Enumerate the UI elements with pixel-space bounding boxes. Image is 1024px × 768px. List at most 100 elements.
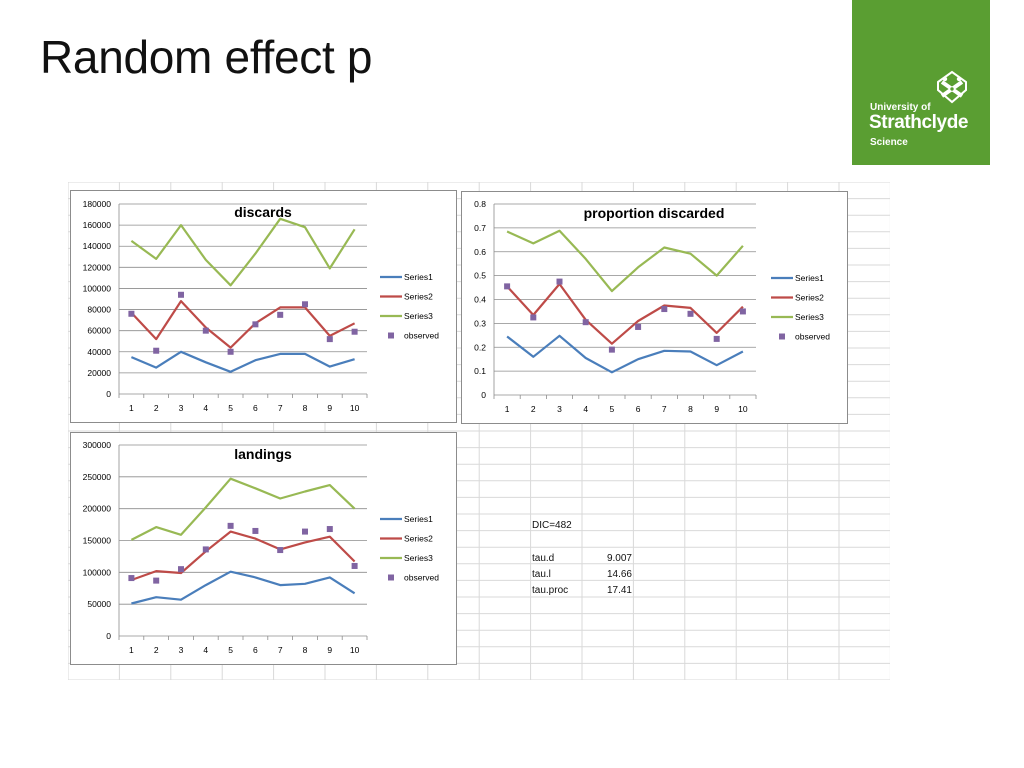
y-tick-label: 200000 (83, 504, 112, 514)
stat-value-tau-proc: 17.41 (606, 585, 632, 596)
legend-label-series2: Series2 (404, 292, 433, 302)
logo-text-strathclyde: Strathclyde (869, 112, 969, 133)
series-line-3 (506, 229, 744, 293)
observed-point (202, 546, 209, 553)
chart-discards-svg: 0 20000 40000 60000 80000 100000 120000 140000 1… (83, 199, 440, 413)
y-tick-label: 0.5 (474, 271, 486, 281)
x-tick-label: 2 (531, 404, 536, 414)
observed-point (277, 311, 284, 318)
x-tick-label: 4 (583, 404, 588, 414)
observed-point (252, 527, 259, 534)
stat-label-tau-l: tau.l (532, 569, 551, 580)
series-line-2 (131, 530, 356, 582)
observed-point (128, 310, 135, 317)
y-tick-label: 140000 (83, 241, 112, 251)
x-tick-label: 8 (303, 645, 308, 655)
observed-point (302, 528, 308, 535)
legend-label-series3: Series3 (404, 311, 433, 321)
chart-landings-svg: 0 50000 100000 150000 200000 250000 300000 1 2 3 4… (83, 440, 440, 655)
observed-point (556, 278, 563, 285)
legend-swatch-observed (388, 574, 394, 581)
legend-label-observed: observed (404, 331, 439, 341)
series-line-1 (506, 334, 744, 374)
observed-point (530, 314, 537, 321)
observed-point (582, 319, 589, 326)
legend-label-series1: Series1 (795, 273, 824, 283)
y-tick-label: 180000 (83, 199, 112, 209)
observed-point (351, 328, 358, 335)
x-tick-label: 8 (688, 404, 693, 414)
y-tick-label: 300000 (83, 440, 112, 450)
legend-swatch-observed (779, 333, 785, 340)
observed-point (608, 346, 615, 353)
y-tick-label: 150000 (83, 536, 112, 546)
chart-proportion-discarded: 0 0.1 0.2 0.3 0.4 0.5 0.6 0.7 0.8 1 2 3 4 5 6 7 8 9 10 prop… (461, 191, 848, 424)
observed-point (713, 335, 720, 342)
legend-label-series3: Series3 (404, 553, 433, 563)
observed-point (687, 310, 694, 317)
legend-label-observed: observed (404, 573, 439, 583)
observed-point (178, 291, 184, 298)
x-tick-label: 1 (129, 645, 134, 655)
chart-proportion-svg: 0 0.1 0.2 0.3 0.4 0.5 0.6 0.7 0.8 1 2 3 4 5 6 7 8 9 10 prop… (474, 199, 830, 414)
observed-point (153, 577, 160, 584)
x-tick-label: 10 (738, 404, 748, 414)
university-logo: University of Strathclyde Science (852, 0, 990, 165)
y-tick-label: 100000 (83, 567, 112, 577)
x-tick-label: 3 (557, 404, 562, 414)
crest-icon (937, 70, 967, 104)
observed-point (153, 347, 160, 354)
observed-point (635, 323, 642, 330)
logo-text-science: Science (870, 137, 908, 148)
x-tick-label: 5 (228, 403, 233, 413)
y-tick-label: 0.7 (474, 223, 486, 233)
x-tick-label: 7 (662, 404, 667, 414)
x-tick-label: 2 (154, 645, 159, 655)
y-tick-label: 0.1 (474, 366, 486, 376)
y-tick-label: 0.4 (474, 295, 486, 305)
series-line-1 (131, 570, 356, 605)
chart-discards: 0 20000 40000 60000 80000 100000 120000 140000 1… (70, 190, 457, 423)
logo-text-university-of: University of (870, 102, 931, 113)
y-tick-label: 40000 (87, 347, 111, 357)
observed-point (227, 522, 234, 529)
chart-title: landings (234, 446, 292, 462)
x-tick-label: 1 (129, 403, 134, 413)
x-tick-label: 9 (714, 404, 719, 414)
y-tick-label: 0.3 (474, 318, 486, 328)
stat-label-tau-d: tau.d (532, 553, 555, 564)
legend-swatch-observed (388, 332, 394, 339)
x-tick-label: 10 (350, 403, 360, 413)
chart-title: proportion discarded (584, 205, 725, 221)
x-tick-label: 1 (505, 404, 510, 414)
slide-title: Random effect p (40, 31, 373, 83)
observed-point (252, 321, 259, 328)
stat-label-tau-proc: tau.proc (532, 585, 569, 596)
observed-point (202, 327, 209, 334)
x-tick-label: 6 (253, 645, 258, 655)
observed-point (326, 336, 333, 343)
series-line-3 (130, 217, 356, 287)
legend-label-series2: Series2 (795, 293, 824, 303)
observed-point (351, 562, 358, 569)
y-tick-label: 120000 (83, 262, 112, 272)
legend-label-series1: Series1 (404, 514, 433, 524)
x-tick-label: 2 (154, 403, 159, 413)
observed-point (178, 566, 184, 573)
y-tick-label: 0.6 (474, 247, 486, 257)
x-tick-label: 7 (278, 645, 283, 655)
y-tick-label: 250000 (83, 472, 112, 482)
stat-value-tau-d: 9.007 (606, 553, 632, 564)
x-tick-label: 4 (203, 403, 208, 413)
observed-point (302, 301, 308, 308)
observed-point (739, 308, 746, 315)
x-tick-label: 6 (636, 404, 641, 414)
observed-point (661, 306, 668, 313)
series-line-3 (130, 477, 356, 541)
legend-label-series2: Series2 (404, 534, 433, 544)
x-tick-label: 5 (228, 645, 233, 655)
legend-label-observed: observed (795, 332, 830, 342)
legend-label-series3: Series3 (795, 312, 824, 322)
y-tick-label: 50000 (87, 599, 111, 609)
y-tick-label: 100000 (83, 283, 112, 293)
